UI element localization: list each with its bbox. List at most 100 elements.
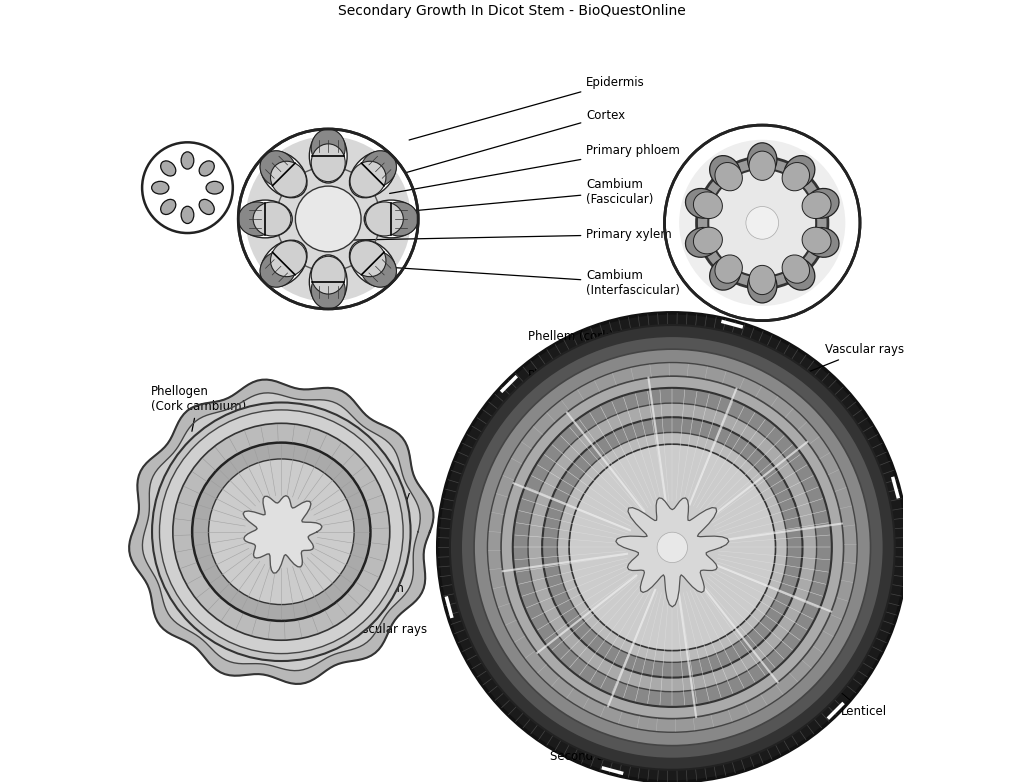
Ellipse shape xyxy=(693,228,722,254)
Text: Cambium
(Fascicular): Cambium (Fascicular) xyxy=(370,178,653,215)
Ellipse shape xyxy=(715,255,742,283)
Text: Cambium: Cambium xyxy=(292,573,404,594)
Ellipse shape xyxy=(270,161,306,197)
Text: Second annual ring: Second annual ring xyxy=(550,750,664,762)
Polygon shape xyxy=(129,379,433,684)
Ellipse shape xyxy=(270,241,306,277)
Polygon shape xyxy=(142,393,420,671)
Ellipse shape xyxy=(260,151,296,187)
Circle shape xyxy=(557,432,787,662)
Circle shape xyxy=(295,186,361,252)
Ellipse shape xyxy=(693,192,722,218)
Circle shape xyxy=(193,443,371,621)
Ellipse shape xyxy=(181,206,194,224)
Circle shape xyxy=(160,410,403,654)
Ellipse shape xyxy=(206,181,223,194)
Text: Lenticel: Lenticel xyxy=(834,686,887,718)
Ellipse shape xyxy=(239,202,276,236)
Ellipse shape xyxy=(782,163,810,191)
Ellipse shape xyxy=(161,161,176,176)
Text: Secondary
phloem: Secondary phloem xyxy=(315,490,411,518)
Polygon shape xyxy=(243,496,322,573)
Ellipse shape xyxy=(260,151,307,198)
Polygon shape xyxy=(615,498,729,607)
Text: Epidermis: Epidermis xyxy=(410,76,645,140)
Ellipse shape xyxy=(309,129,347,183)
Text: Phellogen
(Cork cambium): Phellogen (Cork cambium) xyxy=(151,385,246,432)
Circle shape xyxy=(513,388,831,707)
Text: Phellem (cork): Phellem (cork) xyxy=(527,326,662,343)
Ellipse shape xyxy=(199,199,214,214)
Ellipse shape xyxy=(161,199,176,214)
Ellipse shape xyxy=(380,202,418,236)
Ellipse shape xyxy=(710,156,740,188)
Ellipse shape xyxy=(260,251,296,287)
Ellipse shape xyxy=(715,163,742,191)
Ellipse shape xyxy=(748,143,777,177)
Circle shape xyxy=(246,136,411,302)
Circle shape xyxy=(657,533,687,562)
Circle shape xyxy=(173,423,390,640)
Circle shape xyxy=(696,157,828,289)
Text: Secondary
xylem: Secondary xylem xyxy=(304,533,411,561)
Circle shape xyxy=(437,313,907,782)
Text: Phelloderm
Secondary cortex): Phelloderm Secondary cortex) xyxy=(527,356,636,397)
Ellipse shape xyxy=(710,258,740,290)
Circle shape xyxy=(152,403,411,661)
Ellipse shape xyxy=(349,151,396,198)
Ellipse shape xyxy=(311,271,345,309)
Circle shape xyxy=(501,376,844,719)
Circle shape xyxy=(745,206,778,239)
Text: Secondary Growth In Dicot Stem - BioQuestOnline: Secondary Growth In Dicot Stem - BioQues… xyxy=(338,4,686,18)
Ellipse shape xyxy=(784,258,815,290)
Ellipse shape xyxy=(749,265,775,295)
Ellipse shape xyxy=(685,188,719,218)
Ellipse shape xyxy=(366,202,403,236)
Ellipse shape xyxy=(260,240,307,287)
Circle shape xyxy=(709,169,816,277)
Text: Vascular rays: Vascular rays xyxy=(292,604,427,636)
Ellipse shape xyxy=(309,255,347,309)
Circle shape xyxy=(528,404,816,691)
Text: Primary xylem: Primary xylem xyxy=(354,228,672,241)
Ellipse shape xyxy=(806,228,839,257)
Text: Primary phloem: Primary phloem xyxy=(389,144,680,193)
Ellipse shape xyxy=(685,228,719,257)
Ellipse shape xyxy=(349,240,396,287)
Text: Cortex: Cortex xyxy=(406,109,626,173)
Circle shape xyxy=(487,363,857,732)
Circle shape xyxy=(542,418,803,677)
Ellipse shape xyxy=(360,151,396,187)
Text: Cambium
(Interfascicular): Cambium (Interfascicular) xyxy=(370,266,680,297)
Ellipse shape xyxy=(360,251,396,287)
Circle shape xyxy=(474,349,870,746)
Ellipse shape xyxy=(181,152,194,169)
Ellipse shape xyxy=(350,161,386,197)
Circle shape xyxy=(209,459,354,604)
Ellipse shape xyxy=(311,256,345,294)
Text: Vascular rays: Vascular rays xyxy=(803,343,904,375)
Ellipse shape xyxy=(239,200,292,238)
Text: First annual ring: First annual ring xyxy=(550,721,646,737)
Circle shape xyxy=(142,142,232,233)
Ellipse shape xyxy=(806,188,839,218)
Ellipse shape xyxy=(782,255,810,283)
Ellipse shape xyxy=(784,156,815,188)
Circle shape xyxy=(461,336,884,759)
Circle shape xyxy=(450,325,895,769)
Ellipse shape xyxy=(748,269,777,303)
Ellipse shape xyxy=(311,144,345,181)
Ellipse shape xyxy=(199,161,214,176)
Ellipse shape xyxy=(802,228,831,254)
Ellipse shape xyxy=(365,200,418,238)
Ellipse shape xyxy=(749,151,775,181)
Circle shape xyxy=(239,129,418,309)
Circle shape xyxy=(665,125,860,321)
Ellipse shape xyxy=(802,192,831,218)
Circle shape xyxy=(569,444,775,651)
Ellipse shape xyxy=(350,241,386,277)
Ellipse shape xyxy=(152,181,169,194)
Ellipse shape xyxy=(311,129,345,167)
Circle shape xyxy=(679,140,846,306)
Ellipse shape xyxy=(253,202,291,236)
